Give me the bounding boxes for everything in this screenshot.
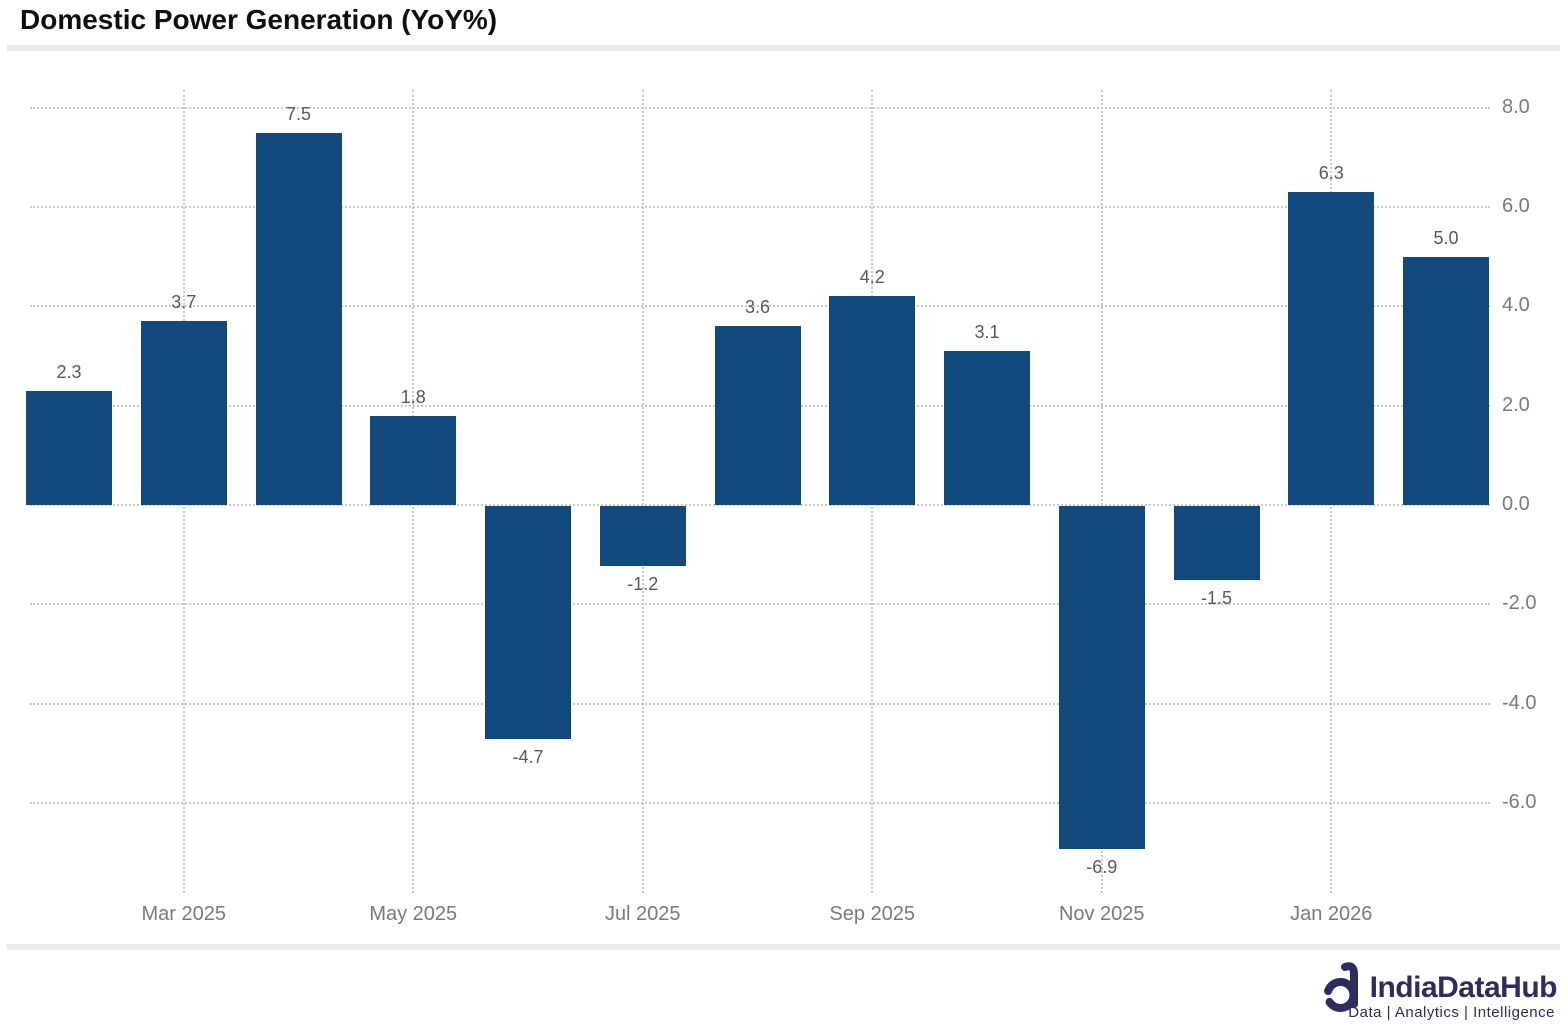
y-tick-label: 4.0 <box>1502 294 1530 317</box>
bar[interactable] <box>26 390 112 505</box>
x-tick-label: Jul 2025 <box>604 903 681 925</box>
y-tick-label: 6.0 <box>1502 195 1530 218</box>
indiadatahub-logo: IndiaDataHub Data | Analytics | Intellig… <box>1317 956 1558 1022</box>
y-gridline <box>30 603 1490 606</box>
bar-label: 4.2 <box>859 267 885 288</box>
bar[interactable] <box>1288 192 1375 505</box>
x-gridline <box>1100 90 1103 893</box>
x-tick-label: Sep 2025 <box>829 903 916 925</box>
x-tick-label: Jan 2026 <box>1290 903 1373 925</box>
bar[interactable] <box>1173 506 1260 581</box>
y-gridline <box>30 106 1490 109</box>
footer-divider <box>7 944 1560 950</box>
bar[interactable] <box>599 506 686 566</box>
bar-label: 3.7 <box>171 292 197 313</box>
bar-label: 6.3 <box>1318 163 1344 184</box>
y-tick-label: -6.0 <box>1502 790 1537 813</box>
bar-label: -4.7 <box>512 747 544 768</box>
x-gridline <box>641 90 644 893</box>
bar[interactable] <box>255 132 342 505</box>
bar-label: 7.5 <box>285 103 312 124</box>
y-gridline <box>30 504 1490 506</box>
y-tick-label: 2.0 <box>1502 393 1530 416</box>
bar[interactable] <box>714 326 801 505</box>
indiadatahub-d-icon <box>1323 962 1358 1012</box>
page-title: Domestic Power Generation (YoY%) <box>20 4 498 35</box>
bar-label: 2.3 <box>56 361 82 382</box>
bar-label: 5.0 <box>1433 227 1459 248</box>
y-gridline <box>30 305 1490 308</box>
bar-label: 3.1 <box>974 322 1000 343</box>
x-tick-label: May 2025 <box>369 903 458 925</box>
x-tick-label: Nov 2025 <box>1058 903 1145 925</box>
y-gridline <box>30 206 1490 209</box>
bar[interactable] <box>1058 506 1145 849</box>
x-tick-label: Mar 2025 <box>141 903 227 925</box>
bar-label: 1.8 <box>400 386 426 407</box>
y-gridline <box>30 702 1490 705</box>
indiadatahub-logo-text: IndiaDataHub <box>1369 971 1558 1004</box>
bar[interactable] <box>485 506 571 740</box>
bar[interactable] <box>140 321 227 505</box>
y-tick-label: 8.0 <box>1502 95 1530 118</box>
bar-label: 3.6 <box>744 297 771 318</box>
bar[interactable] <box>370 415 457 505</box>
y-tick-label: -4.0 <box>1502 691 1537 714</box>
bar-chart-plot-area: 8.0 6.0 4.0 2.0 0.0 -2.0 -4.0 -6.0 Mar 2025 May 2… <box>26 90 1537 925</box>
bar[interactable] <box>1403 256 1489 505</box>
bar-label: -6.9 <box>1086 856 1118 877</box>
bar-label: -1.2 <box>627 573 659 594</box>
indiadatahub-tagline: Data | Analytics | Intelligence <box>1348 1004 1555 1021</box>
y-tick-label: 0.0 <box>1502 493 1530 515</box>
bar[interactable] <box>829 296 916 505</box>
bar[interactable] <box>944 351 1030 505</box>
y-tick-label: -2.0 <box>1502 592 1537 615</box>
title-divider <box>7 45 1560 51</box>
y-gridline <box>30 801 1490 804</box>
bar-label: -1.5 <box>1200 588 1233 609</box>
